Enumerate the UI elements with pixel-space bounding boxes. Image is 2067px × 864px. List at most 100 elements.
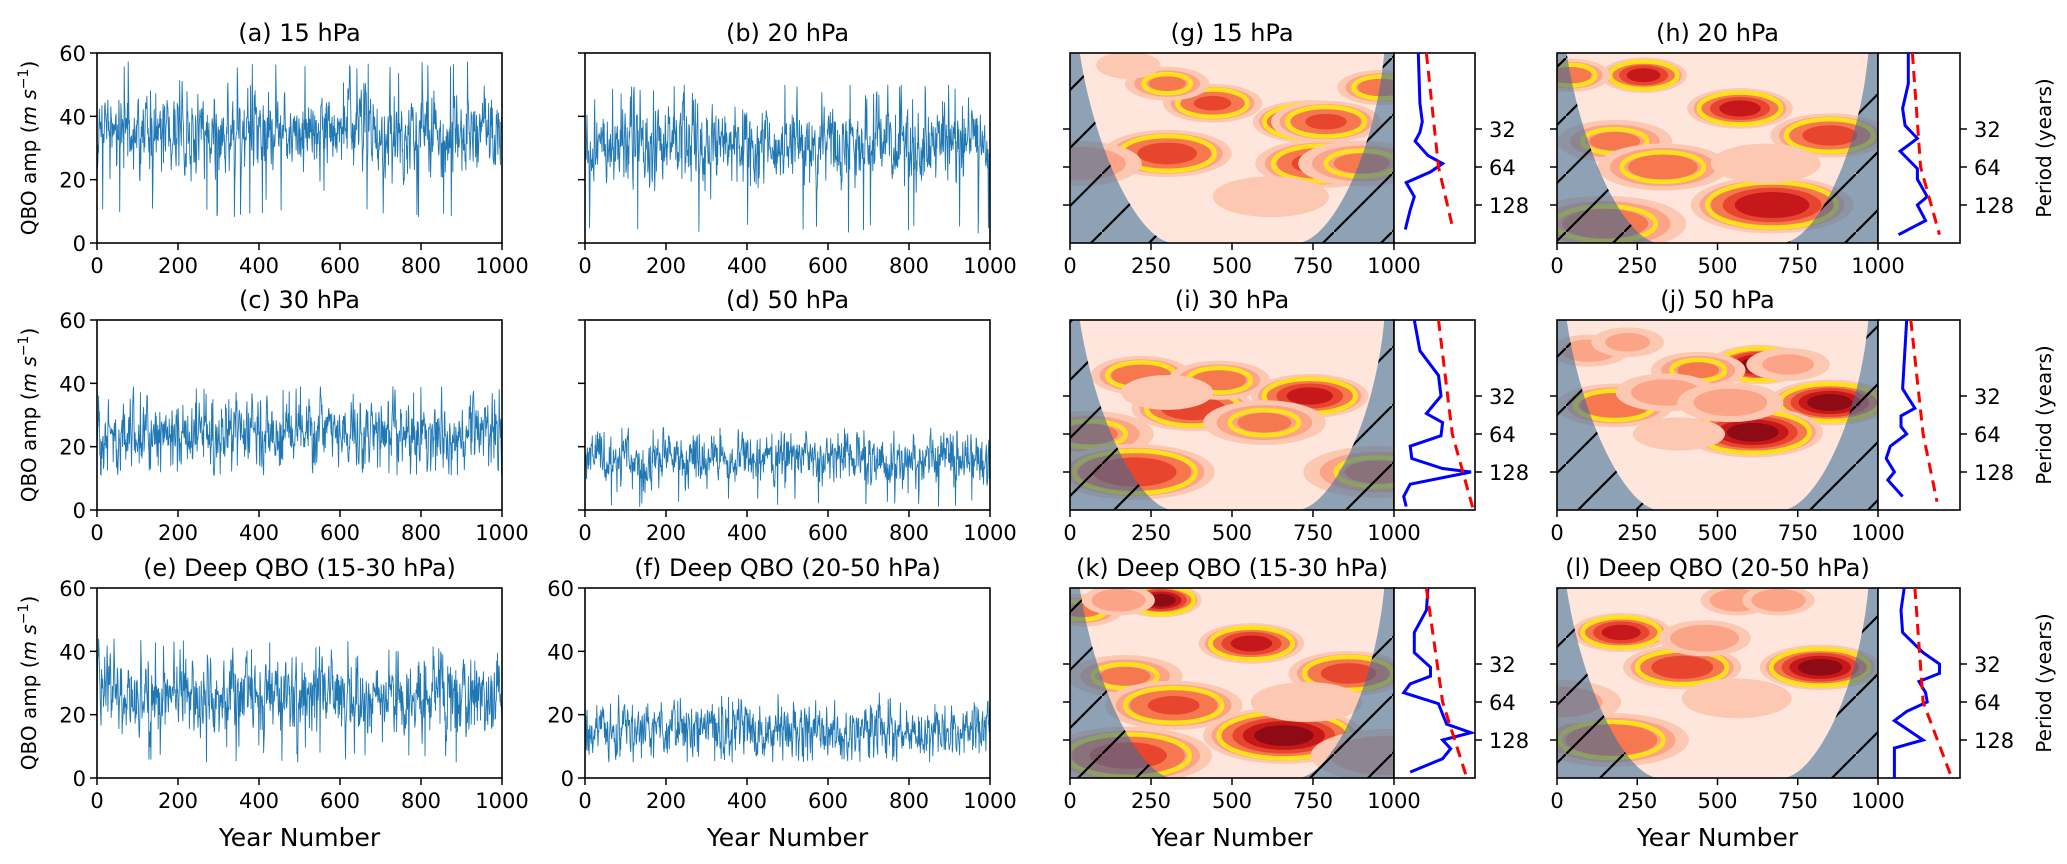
significance-line-l <box>1913 588 1954 778</box>
x-tick-label-l: 750 <box>1778 789 1818 813</box>
power-map-h <box>1557 53 1878 243</box>
period-tick-label-h: 32 <box>1974 118 2001 142</box>
period-axis-label-l: Period (years) <box>2032 613 2056 752</box>
power-blob-l <box>1651 655 1714 679</box>
power-blob-j <box>1807 394 1853 411</box>
period-tick-label-h: 128 <box>1974 194 2014 218</box>
y-axis-label-c: QBO amp (m s−1) <box>16 328 41 503</box>
power-blob-g <box>1096 53 1161 79</box>
power-blob-i <box>1121 375 1214 410</box>
panel-title-k: (k) Deep QBO (15-30 hPa) <box>1076 554 1388 582</box>
cone-hatch-l <box>1557 588 1878 778</box>
significance-contour-g <box>1141 71 1194 96</box>
x-tick-label-h: 0 <box>1550 254 1563 278</box>
x-tick-label-a: 400 <box>239 254 279 278</box>
period-tick-label-g: 64 <box>1489 156 1516 180</box>
x-tick-label-k: 0 <box>1063 789 1076 813</box>
power-blob-h <box>1628 154 1698 180</box>
global-power-line-l <box>1891 588 1941 778</box>
panel-i: 0 250 500 750 1000 32 64 128 (i) 30 hPa <box>1063 286 1529 545</box>
y-tick-label-f: 0 <box>561 767 574 791</box>
power-blob-j <box>1693 388 1768 417</box>
x-tick-label-b: 1000 <box>963 254 1016 278</box>
y-tick-label-e: 40 <box>59 640 86 664</box>
panel-a: 0 200 400 600 800 1000 0 20 40 60 (a) 15 hPa QBO am… <box>16 19 529 278</box>
power-blob-j <box>1762 354 1815 375</box>
power-map-g <box>1070 53 1394 243</box>
x-tick-label-c: 600 <box>320 521 360 545</box>
x-tick-label-k: 1000 <box>1367 789 1420 813</box>
series-line-e <box>97 638 502 763</box>
x-tick-label-j: 250 <box>1617 521 1657 545</box>
period-tick-label-l: 32 <box>1974 653 2001 677</box>
panel-f: 0 200 400 600 800 1000 0 20 40 60 (f) Deep QBO (20… <box>547 554 1016 852</box>
x-tick-label-g: 500 <box>1212 254 1252 278</box>
power-blob-k <box>1147 696 1200 715</box>
panel-j: 0 250 500 750 1000 32 64 128 Period (years) (j) 5… <box>1550 286 2056 545</box>
x-tick-label-i: 500 <box>1212 521 1252 545</box>
power-blob-l <box>1601 624 1641 641</box>
axes-frame-b <box>584 52 991 244</box>
panel-l: 0 250 500 750 1000 32 64 128 Period (years) (l) D… <box>1550 554 2056 852</box>
panel-title-d: (d) 50 hPa <box>726 286 849 314</box>
y-tick-label-e: 0 <box>73 767 86 791</box>
x-tick-label-d: 200 <box>646 521 686 545</box>
cone-hatch-g <box>1070 53 1394 243</box>
x-tick-label-b: 400 <box>727 254 767 278</box>
x-tick-label-g: 0 <box>1063 254 1076 278</box>
significance-contour-k <box>1208 625 1295 662</box>
x-tick-label-j: 1000 <box>1851 521 1904 545</box>
global-power-line-j <box>1884 320 1918 498</box>
power-blob-g <box>1137 142 1198 165</box>
panel-title-i: (i) 30 hPa <box>1175 286 1290 314</box>
panel-title-f: (f) Deep QBO (20-50 hPa) <box>634 554 941 582</box>
x-axis-label-k: Year Number <box>1150 823 1313 852</box>
x-tick-label-f: 200 <box>646 789 686 813</box>
x-tick-label-h: 250 <box>1617 254 1657 278</box>
power-blob-l <box>1670 624 1740 652</box>
axes-frame-d <box>584 319 991 511</box>
global-power-line-k <box>1401 588 1475 774</box>
x-tick-label-d: 800 <box>889 521 929 545</box>
panel-e: 0 200 400 600 800 1000 0 20 40 60 (e) Deep QBO (15… <box>16 554 529 852</box>
y-axis-label-e: QBO amp (m s−1) <box>16 596 41 771</box>
x-axis-label-e: Year Number <box>218 823 381 852</box>
period-tick-label-i: 64 <box>1489 423 1516 447</box>
significance-contour-h <box>1619 149 1707 185</box>
x-tick-label-f: 600 <box>808 789 848 813</box>
x-tick-label-l: 1000 <box>1851 789 1904 813</box>
x-tick-label-b: 600 <box>808 254 848 278</box>
power-blob-l <box>1797 658 1843 676</box>
significance-line-h <box>1910 53 1941 236</box>
significance-line-g <box>1424 53 1455 230</box>
y-tick-label-c: 0 <box>73 499 86 523</box>
significance-line-i <box>1437 320 1475 510</box>
x-tick-label-k: 750 <box>1293 789 1333 813</box>
x-tick-label-c: 0 <box>90 521 103 545</box>
period-tick-label-l: 64 <box>1974 691 2001 715</box>
series-line-c <box>97 386 502 477</box>
x-tick-label-h: 750 <box>1778 254 1818 278</box>
panel-title-h: (h) 20 hPa <box>1656 19 1779 47</box>
y-tick-label-a: 0 <box>73 232 86 256</box>
y-tick-label-a: 60 <box>59 42 86 66</box>
x-axis-label-l: Year Number <box>1636 823 1799 852</box>
x-tick-label-a: 200 <box>158 254 198 278</box>
y-tick-label-f: 40 <box>547 640 574 664</box>
power-blob-k <box>1254 725 1314 746</box>
power-blob-g <box>1193 95 1232 111</box>
period-tick-label-j: 32 <box>1974 385 2001 409</box>
panel-c: 0 200 400 600 800 1000 0 20 40 60 (c) 30 hPa QBO am… <box>16 286 529 545</box>
global-power-line-h <box>1897 53 1930 237</box>
x-tick-label-e: 600 <box>320 789 360 813</box>
x-tick-label-i: 250 <box>1131 521 1171 545</box>
panel-d: 0 200 400 600 800 1000 (d) 50 hPa <box>578 286 1017 545</box>
y-tick-label-c: 20 <box>59 436 86 460</box>
x-tick-label-f: 1000 <box>963 789 1016 813</box>
power-blob-l <box>1751 588 1806 612</box>
x-tick-label-a: 0 <box>90 254 103 278</box>
power-blob-j <box>1726 422 1779 442</box>
cone-hatch-i <box>1070 320 1394 510</box>
period-tick-label-k: 64 <box>1489 691 1516 715</box>
y-tick-label-f: 20 <box>547 704 574 728</box>
